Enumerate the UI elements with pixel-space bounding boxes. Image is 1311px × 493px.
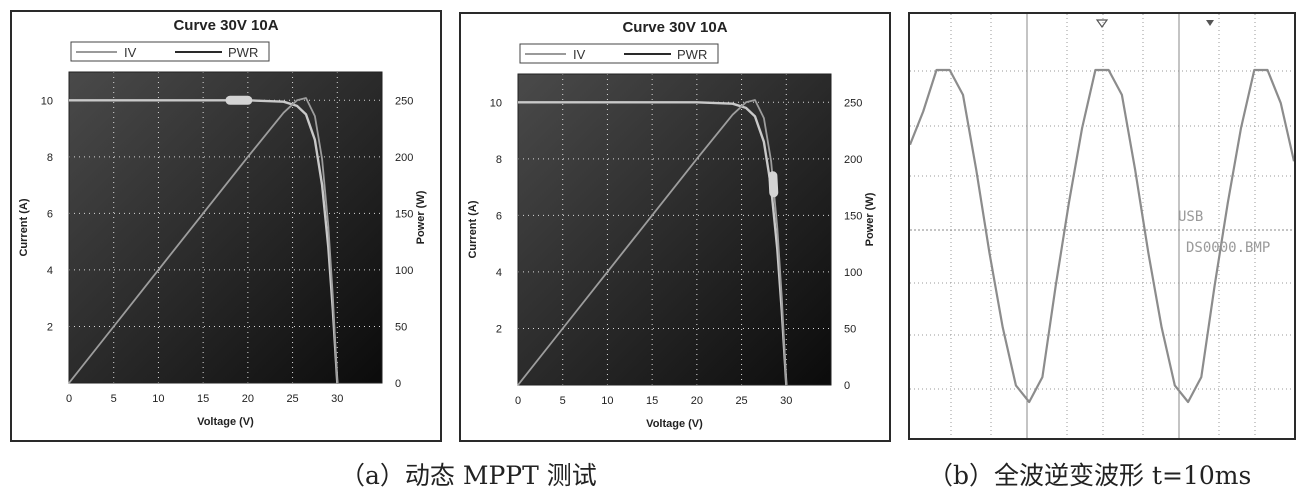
y-left-axis-label: Current (A) [18, 198, 30, 256]
y-right-tick-label: 0 [395, 378, 401, 390]
legend-box [70, 41, 270, 62]
caption-a: （a）动态 MPPT 测试 [340, 461, 597, 490]
caption-b: （b）全波逆变波形 t=10ms [928, 461, 1252, 490]
plot-frame [517, 73, 832, 386]
x-tick-label: 0 [515, 395, 521, 407]
waveform-line [910, 68, 1294, 404]
y-right-tick-label: 0 [844, 380, 850, 392]
y-right-tick-label: 250 [395, 95, 413, 107]
x-tick-label: 30 [780, 395, 792, 407]
annotation-filename: DS0000.BMP [1186, 240, 1270, 256]
x-tick-label: 10 [601, 395, 613, 407]
chart-title: Curve 30V 10A [173, 17, 278, 34]
y-left-tick-label: 10 [490, 97, 502, 109]
x-axis-label: Voltage (V) [197, 416, 254, 428]
y-left-tick-label: 10 [41, 95, 53, 107]
x-tick-label: 5 [111, 393, 117, 405]
x-tick-label: 15 [197, 393, 209, 405]
y-right-axis-label: Power (W) [415, 190, 427, 244]
annotation-usb: USB [1178, 209, 1203, 225]
y-right-tick-label: 250 [844, 97, 862, 109]
y-right-axis-label: Power (W) [864, 192, 876, 246]
plot-frame [68, 71, 383, 384]
inverter-waveform-chart: USB DS0000.BMP [908, 12, 1296, 440]
y-right-tick-label: 50 [395, 321, 407, 333]
x-tick-label: 20 [242, 393, 254, 405]
x-tick-label: 15 [646, 395, 658, 407]
x-axis-label: Voltage (V) [646, 418, 703, 430]
x-tick-label: 25 [286, 393, 298, 405]
y-left-tick-label: 4 [496, 267, 502, 279]
mppt-marker [768, 171, 779, 198]
series-line-iv [69, 99, 339, 384]
x-tick-label: 20 [691, 395, 703, 407]
chart-title: Curve 30V 10A [622, 19, 727, 36]
waveform-plot: USB DS0000.BMP [910, 14, 1294, 438]
iv-curve-chart-right: Curve 30V 10A IV PWR 0 5 10 15 20 25 30 2 4 6 8 10 0 50 1… [459, 12, 891, 442]
y-right-tick-label: 50 [844, 323, 856, 335]
plot-background [518, 74, 831, 385]
legend-label-pwr: PWR [228, 45, 258, 60]
legend-box [519, 43, 719, 64]
y-left-axis-label: Current (A) [467, 200, 479, 258]
x-tick-label: 25 [735, 395, 747, 407]
y-right-tick-label: 200 [395, 152, 413, 164]
series-line-pwr [517, 99, 788, 386]
x-tick-label: 10 [152, 393, 164, 405]
x-tick-label: 30 [331, 393, 343, 405]
y-right-tick-label: 150 [395, 208, 413, 220]
y-left-tick-label: 8 [47, 152, 53, 164]
y-right-tick-label: 150 [844, 210, 862, 222]
trigger-marker [1206, 20, 1214, 26]
series-line-iv [518, 101, 788, 386]
plot-background [69, 72, 382, 383]
legend-label-iv: IV [124, 45, 137, 60]
iv-curve-chart-left: Curve 30V 10A IV PWR 0 5 10 15 20 25 30 2 4 6 8 10 0 50 1… [10, 10, 442, 442]
y-left-tick-label: 4 [47, 265, 53, 277]
legend-label-pwr: PWR [677, 47, 707, 62]
x-tick-label: 0 [66, 393, 72, 405]
y-left-tick-label: 6 [496, 210, 502, 222]
y-right-tick-label: 100 [395, 265, 413, 277]
y-right-tick-label: 100 [844, 267, 862, 279]
y-left-tick-label: 2 [496, 323, 502, 335]
y-left-tick-label: 2 [47, 321, 53, 333]
legend-label-iv: IV [573, 47, 586, 62]
x-tick-label: 5 [560, 395, 566, 407]
y-right-tick-label: 200 [844, 154, 862, 166]
series-line-pwr [68, 97, 339, 384]
y-left-tick-label: 6 [47, 208, 53, 220]
trigger-marker [1095, 19, 1109, 29]
y-left-tick-label: 8 [496, 154, 502, 166]
